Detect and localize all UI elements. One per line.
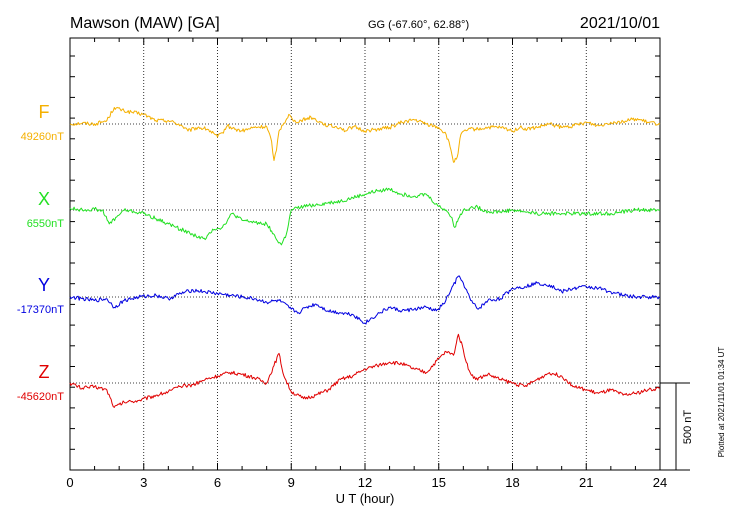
x-tick-label: 9 — [288, 475, 295, 490]
series-line-x — [69, 187, 661, 246]
chart-date: 2021/10/01 — [580, 15, 660, 32]
series-line-z — [69, 333, 661, 408]
x-tick-label: 18 — [505, 475, 519, 490]
series-baseline-z: -45620nT — [17, 391, 64, 403]
series-labels: F 49260nT X 6550nT Y -17370nT Z -45620nT — [17, 102, 64, 403]
x-tick-label: 6 — [214, 475, 221, 490]
series-baseline-x: 6550nT — [27, 218, 65, 230]
x-tick-label: 24 — [653, 475, 667, 490]
station-coords: GG (-67.60°, 62.88°) — [368, 19, 469, 31]
series-group — [69, 106, 661, 408]
axis-ticks — [69, 38, 661, 471]
chart-title: Mawson (MAW) [GA] — [70, 15, 220, 32]
series-name-y: Y — [38, 275, 50, 295]
x-tick-label: 15 — [432, 475, 446, 490]
series-name-z: Z — [39, 362, 50, 382]
x-tick-labels: 0 3 6 9 12 15 18 21 24 — [66, 475, 667, 490]
x-tick-label: 12 — [358, 475, 372, 490]
series-baseline-f: 49260nT — [21, 131, 65, 143]
x-tick-label: 0 — [66, 475, 73, 490]
series-line-y — [69, 275, 661, 325]
x-tick-label: 21 — [579, 475, 593, 490]
series-baseline-y: -17370nT — [17, 304, 64, 316]
series-line-f — [69, 106, 661, 163]
scale-bar: 500 nT — [660, 382, 694, 471]
plotted-timestamp: Plotted at 2021/11/01 01:34 UT — [717, 347, 726, 458]
x-tick-label: 3 — [140, 475, 147, 490]
grid — [70, 38, 660, 470]
series-name-x: X — [38, 189, 50, 209]
series-name-f: F — [39, 102, 50, 122]
scale-bar-label: 500 nT — [682, 410, 694, 445]
x-axis-label: U T (hour) — [336, 491, 395, 506]
